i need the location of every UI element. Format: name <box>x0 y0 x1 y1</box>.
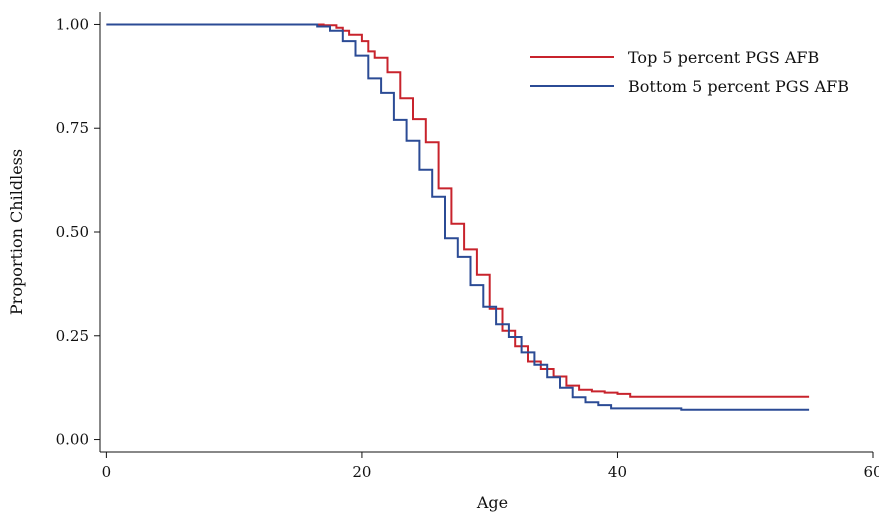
series-line-top <box>106 23 810 398</box>
x-tick-label: 0 <box>102 463 112 481</box>
y-tick-label: 0.00 <box>56 431 89 449</box>
x-axis-title: Age <box>476 493 508 512</box>
legend-label-top: Top 5 percent PGS AFB <box>628 48 819 67</box>
series-layer <box>106 23 810 411</box>
y-tick-label: 0.25 <box>56 327 89 345</box>
axes-layer: 0.00 0.25 0.50 0.75 1.00 0 20 40 60 Age Proportion… <box>7 12 879 512</box>
y-tick-label: 0.50 <box>56 223 89 241</box>
y-axis-title: Proportion Childless <box>7 149 26 315</box>
y-tick-label: 1.00 <box>56 15 89 33</box>
series-line-bottom <box>106 23 810 411</box>
legend: Top 5 percent PGS AFB Bottom 5 percent PG… <box>530 48 849 96</box>
y-tick-label: 0.75 <box>56 119 89 137</box>
x-tick-label: 60 <box>863 463 879 481</box>
x-tick-label: 40 <box>608 463 627 481</box>
x-tick-label: 20 <box>352 463 371 481</box>
legend-label-bottom: Bottom 5 percent PGS AFB <box>628 77 849 96</box>
